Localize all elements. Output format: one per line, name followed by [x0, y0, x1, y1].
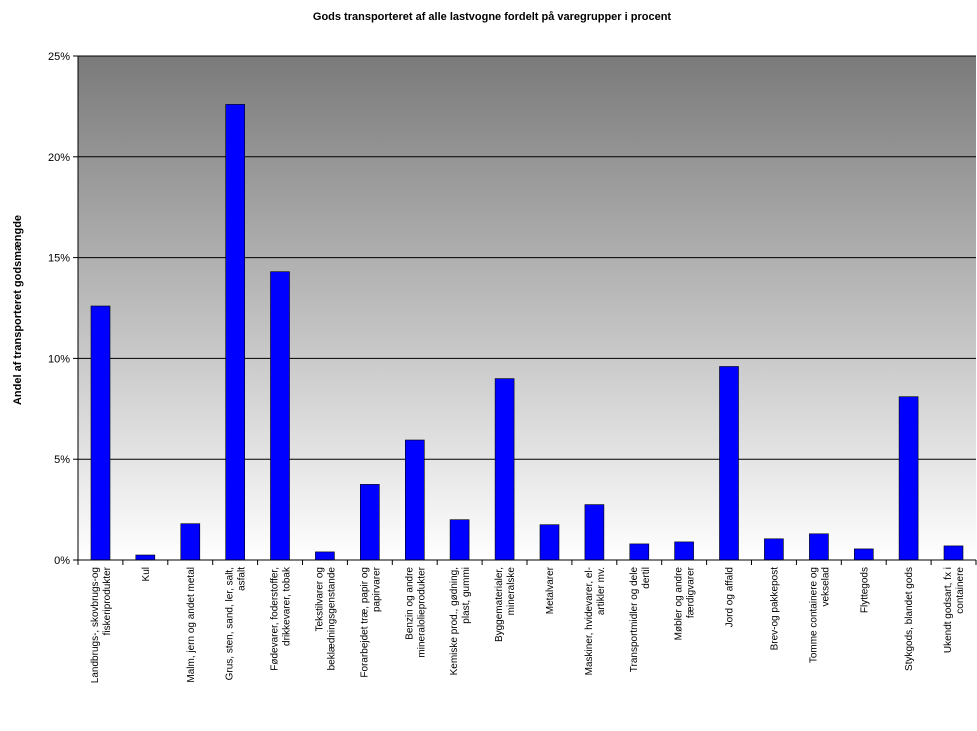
chart-title: Gods transporteret af alle lastvogne for…	[313, 11, 672, 23]
bar-3	[180, 523, 201, 561]
x-category-label: Brev-og pakkepost	[769, 567, 780, 651]
x-category-label: Landbrugs-, skovbrugs-ogfiskeriprodukter	[90, 566, 113, 683]
bar-16	[764, 538, 784, 561]
bar-19	[898, 396, 919, 561]
x-category-label: Maskiner, hvidevarer, el-artikler mv.	[584, 567, 607, 675]
bar-7	[359, 484, 380, 561]
y-tick-label: 25%	[48, 51, 70, 63]
bar-4	[225, 104, 245, 561]
x-category-label: Kul	[141, 567, 152, 581]
x-category-label: Metalvarer	[545, 566, 556, 614]
x-category-label: Stykgods, blandet gods	[904, 567, 915, 671]
y-tick-label: 10%	[48, 353, 70, 365]
x-category-label: Fødevarer, foderstoffer,drikkevarer, tob…	[270, 566, 293, 671]
x-category-label: Flyttegods	[859, 567, 870, 613]
bar-12	[584, 504, 605, 561]
x-category-label: Grus, sten, sand, ler, salt,asfalt	[225, 567, 248, 681]
bar-20	[943, 545, 964, 561]
y-tick-label: 20%	[48, 152, 70, 164]
bar-6	[315, 551, 335, 561]
plot-area	[78, 56, 976, 560]
bar-11	[539, 524, 560, 561]
x-category-label: Jord og affald	[725, 567, 736, 627]
y-tick-label: 0%	[54, 555, 70, 567]
bar-2	[135, 554, 156, 561]
x-category-label: Møbler og andrefærdigvarer	[674, 566, 697, 640]
bar-14	[674, 541, 694, 561]
x-category-label: Kemiske prod., gødning,plast, gummi	[449, 567, 472, 675]
bar-17	[809, 533, 829, 561]
x-category-label: Byggematerialer,mineralske	[494, 567, 517, 642]
x-category-label: Forarbejdet træ, papir ogpapirvarer	[359, 566, 382, 677]
x-category-label: Tomme containere ogvekselad	[808, 567, 831, 663]
x-category-label: Malm, jern og andet metal	[186, 567, 197, 683]
bar-9	[449, 519, 470, 561]
bar-1	[90, 305, 111, 561]
x-category-label: Tekstilvarer ogbeklædningsgenstande	[314, 567, 337, 671]
y-axis-label: Andel af transporteret godsmængde	[12, 215, 24, 405]
bar-15	[719, 366, 739, 561]
x-category-label: Transportmidler og deledertil	[629, 567, 652, 673]
bar-10	[494, 378, 515, 561]
bar-8	[404, 439, 425, 561]
x-category-label: Ukendt godsart, fx icontainere	[943, 567, 966, 654]
y-tick-label: 5%	[54, 454, 70, 466]
bar-18	[853, 548, 874, 561]
bar-5	[270, 271, 290, 561]
bar-13	[629, 543, 650, 561]
x-category-label: Benzin og andremineralolieprodukter	[404, 566, 427, 657]
y-tick-label: 15%	[48, 253, 70, 265]
